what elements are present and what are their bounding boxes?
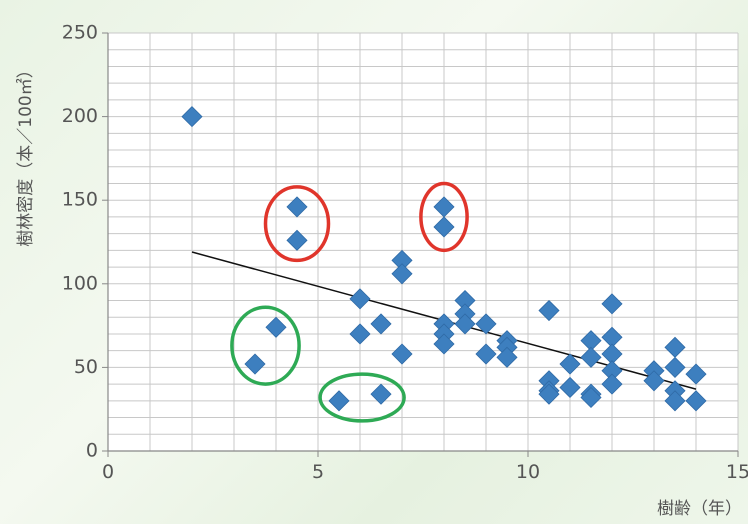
data-point-marker bbox=[601, 373, 623, 395]
x-tick-label: 5 bbox=[312, 461, 324, 483]
highlight-ellipse bbox=[230, 305, 301, 386]
data-point-marker bbox=[559, 353, 581, 375]
data-point-marker bbox=[433, 216, 455, 238]
data-point-marker bbox=[349, 323, 371, 345]
x-tick-label: 10 bbox=[516, 461, 540, 483]
data-point-marker bbox=[454, 313, 476, 335]
data-point-marker bbox=[580, 386, 602, 409]
tick-labels: 0 50 100 150 200 250 0 5 10 15 bbox=[62, 22, 748, 484]
y-tick-label: 250 bbox=[62, 22, 98, 44]
y-axis-label: 樹林密度（本／100㎡） bbox=[16, 61, 36, 246]
data-point-marker bbox=[328, 390, 350, 412]
data-point-marker bbox=[244, 353, 266, 375]
data-point-marker bbox=[181, 106, 203, 128]
annotations bbox=[230, 181, 469, 423]
highlight-ellipse bbox=[419, 181, 469, 253]
data-point-marker bbox=[643, 370, 665, 392]
data-points bbox=[181, 106, 707, 412]
data-point-marker bbox=[433, 333, 455, 355]
y-tick-label: 150 bbox=[62, 189, 98, 211]
data-point-marker bbox=[685, 363, 707, 385]
y-tick-label: 100 bbox=[62, 272, 98, 294]
data-point-marker bbox=[538, 383, 560, 405]
highlight-ellipse bbox=[263, 185, 331, 263]
y-tick-label: 200 bbox=[62, 105, 98, 127]
data-point-marker bbox=[685, 390, 707, 412]
data-point-marker bbox=[601, 293, 623, 315]
data-point-marker bbox=[475, 343, 497, 365]
data-point-marker bbox=[559, 376, 581, 399]
data-point-marker bbox=[664, 390, 686, 412]
data-point-marker bbox=[286, 229, 308, 251]
data-point-marker bbox=[286, 196, 308, 218]
data-point-marker bbox=[475, 313, 497, 335]
y-tick-label: 0 bbox=[86, 440, 98, 462]
y-tick-label: 50 bbox=[74, 356, 98, 378]
data-point-marker bbox=[580, 346, 602, 368]
x-tick-label: 0 bbox=[102, 461, 114, 483]
data-point-marker bbox=[349, 288, 371, 310]
data-point-marker bbox=[391, 263, 413, 285]
data-point-marker bbox=[370, 313, 392, 335]
plot-area bbox=[108, 33, 738, 451]
axes bbox=[107, 33, 738, 452]
data-point-marker bbox=[496, 346, 518, 368]
data-point-marker bbox=[538, 299, 560, 322]
data-point-marker bbox=[370, 383, 392, 405]
data-point-marker bbox=[664, 356, 686, 378]
x-tick-label: 15 bbox=[726, 461, 748, 483]
data-point-marker bbox=[265, 316, 287, 338]
data-point-marker bbox=[391, 343, 413, 365]
highlight-ellipse bbox=[318, 372, 406, 423]
x-axis-label: 樹齢（年） bbox=[657, 499, 742, 519]
